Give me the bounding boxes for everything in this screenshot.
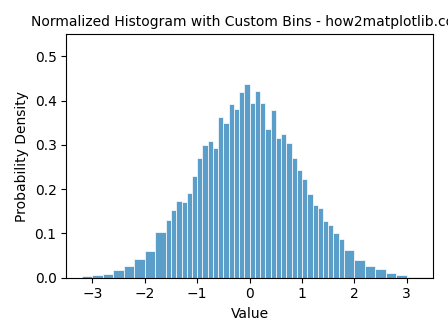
Bar <box>202 145 208 278</box>
Bar <box>234 109 239 278</box>
Bar <box>365 266 375 278</box>
Bar <box>313 205 318 278</box>
Bar <box>297 170 302 278</box>
Bar <box>250 103 255 278</box>
Bar <box>271 110 276 278</box>
Bar <box>187 193 192 278</box>
Bar <box>396 275 407 278</box>
Bar <box>344 250 354 278</box>
Bar <box>333 233 339 278</box>
Bar <box>307 194 313 278</box>
Bar <box>260 103 265 278</box>
Bar <box>286 143 292 278</box>
Bar <box>281 134 286 278</box>
Bar <box>166 220 171 278</box>
Bar <box>197 158 202 278</box>
Y-axis label: Probability Density: Probability Density <box>15 90 29 221</box>
X-axis label: Value: Value <box>231 307 269 321</box>
Bar <box>318 208 323 278</box>
Bar <box>239 92 245 278</box>
Bar <box>339 239 344 278</box>
Bar <box>177 201 181 278</box>
Bar <box>228 104 234 278</box>
Title: Normalized Histogram with Custom Bins - how2matplotlib.com: Normalized Histogram with Custom Bins - … <box>31 15 448 29</box>
Bar <box>328 225 333 278</box>
Bar <box>218 118 224 278</box>
Bar <box>292 158 297 278</box>
Bar <box>103 274 113 278</box>
Bar <box>82 276 92 278</box>
Bar <box>145 251 155 278</box>
Bar <box>245 84 250 278</box>
Bar <box>323 221 328 278</box>
Bar <box>265 129 271 278</box>
Bar <box>213 148 218 278</box>
Bar <box>134 259 145 278</box>
Bar <box>171 210 177 278</box>
Bar <box>208 141 213 278</box>
Bar <box>375 269 386 278</box>
Bar <box>407 277 433 278</box>
Bar <box>181 202 187 278</box>
Bar <box>192 176 197 278</box>
Bar <box>124 266 134 278</box>
Bar <box>92 275 103 278</box>
Bar <box>155 232 166 278</box>
Bar <box>224 123 228 278</box>
Bar <box>386 273 396 278</box>
Bar <box>354 260 365 278</box>
Bar <box>113 270 124 278</box>
Bar <box>276 138 281 278</box>
Bar <box>302 179 307 278</box>
Bar <box>255 91 260 278</box>
